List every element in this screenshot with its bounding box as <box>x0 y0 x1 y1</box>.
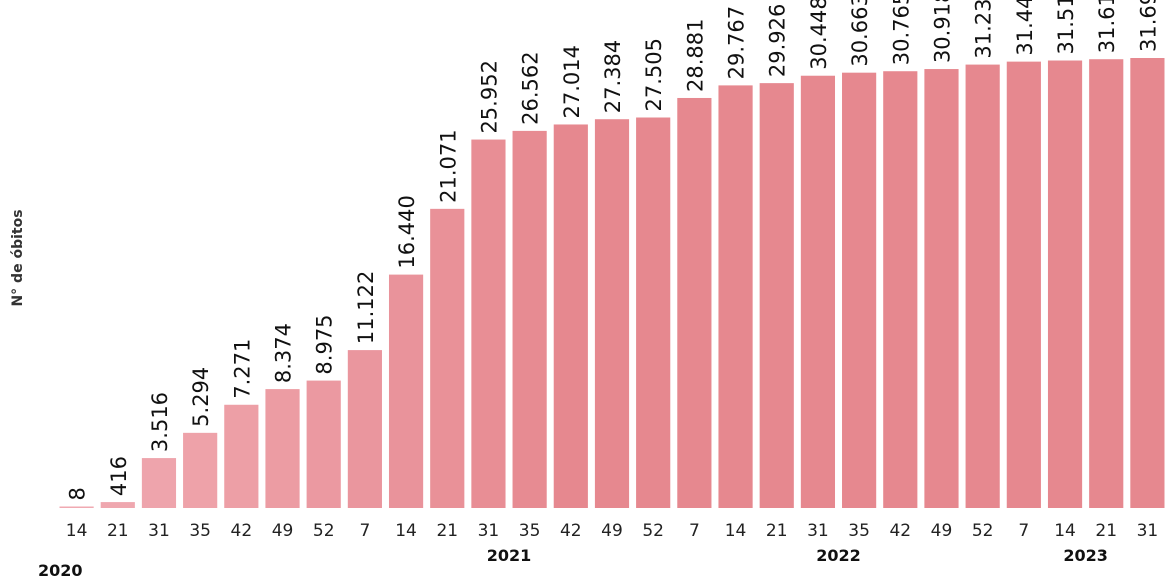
bar <box>636 117 671 508</box>
x-tick-labels-group: 14 21 31 35 42 49 52 7 14 21 31 35 42 49 52 7 14 21 31 35 42… <box>66 521 1158 541</box>
year-label: 2020 <box>38 561 83 580</box>
data-label: 31.232 <box>972 0 996 59</box>
bar <box>1047 60 1083 508</box>
x-tick-label: 21 <box>1095 521 1117 541</box>
x-tick-label: 52 <box>313 521 335 541</box>
x-tick-label: 31 <box>1137 521 1159 541</box>
bar <box>883 71 918 508</box>
data-label: 5.294 <box>189 367 213 427</box>
bar <box>59 506 94 508</box>
bar <box>224 404 259 508</box>
x-tick-label: 49 <box>272 521 294 541</box>
x-tick-label: 42 <box>560 521 582 541</box>
bar <box>1130 58 1165 508</box>
data-label: 27.384 <box>601 40 625 113</box>
data-label: 8.975 <box>313 314 337 374</box>
bar <box>430 208 465 508</box>
year-label: 2021 <box>487 546 532 565</box>
bar <box>388 274 424 508</box>
x-tick-label: 49 <box>931 521 953 541</box>
data-label: 11.122 <box>354 271 378 344</box>
bar <box>594 119 630 508</box>
bar <box>924 69 959 509</box>
x-tick-label: 52 <box>972 521 994 541</box>
value-labels-group: 8 416 3.516 5.294 7.271 8.374 8.975 11.122 16.44… <box>66 0 1161 501</box>
x-tick-label: 14 <box>395 521 417 541</box>
data-label: 30.918 <box>930 0 954 63</box>
y-axis-label: N° de óbitos <box>10 209 26 306</box>
data-label: 30.448 <box>807 0 831 70</box>
data-label: 30.765 <box>889 0 913 65</box>
x-tick-label: 31 <box>148 521 170 541</box>
data-label: 8.374 <box>272 323 296 383</box>
x-tick-label: 14 <box>66 521 88 541</box>
bar <box>718 85 753 508</box>
x-tick-label: 31 <box>478 521 500 541</box>
x-tick-label: 52 <box>642 521 664 541</box>
year-labels-group: 2020 2021 2022 2023 <box>38 546 1108 580</box>
data-label: 29.926 <box>766 4 790 77</box>
data-label: 31.441 <box>1013 0 1037 56</box>
bar <box>842 72 877 509</box>
data-label: 416 <box>107 456 131 496</box>
year-label: 2022 <box>816 546 861 565</box>
bar <box>306 380 341 508</box>
x-tick-label: 7 <box>359 521 370 541</box>
bar <box>471 139 506 509</box>
bars-group <box>59 58 1165 509</box>
bar <box>183 432 218 508</box>
x-tick-label: 21 <box>107 521 129 541</box>
x-tick-label: 35 <box>189 521 211 541</box>
bar <box>965 64 1000 508</box>
data-label: 26.562 <box>519 51 543 124</box>
bar <box>100 502 135 508</box>
x-tick-label: 49 <box>601 521 623 541</box>
x-tick-label: 35 <box>519 521 541 541</box>
x-tick-label: 35 <box>848 521 870 541</box>
data-label: 30.663 <box>848 0 872 67</box>
data-label: 31.610 <box>1095 0 1119 53</box>
data-label: 27.014 <box>560 45 584 118</box>
bar <box>141 458 177 508</box>
bar <box>265 389 300 508</box>
data-label: 28.881 <box>683 18 707 91</box>
bar <box>553 124 588 508</box>
x-tick-label: 7 <box>689 521 700 541</box>
data-label: 29.767 <box>725 6 749 79</box>
x-tick-label: 7 <box>1018 521 1029 541</box>
bar <box>347 350 382 508</box>
data-label: 31.519 <box>1054 0 1078 55</box>
bar <box>677 97 712 508</box>
x-tick-label: 21 <box>436 521 458 541</box>
x-tick-label: 42 <box>889 521 911 541</box>
data-label: 27.505 <box>642 38 666 111</box>
bar <box>1089 59 1124 508</box>
data-label: 8 <box>66 487 90 500</box>
data-label: 25.952 <box>477 60 501 133</box>
bar <box>1006 61 1041 509</box>
data-label: 16.440 <box>395 195 419 268</box>
data-label: 31.696 <box>1136 0 1160 52</box>
x-tick-label: 14 <box>725 521 747 541</box>
data-label: 21.071 <box>436 129 460 202</box>
bar <box>800 75 836 508</box>
x-tick-label: 21 <box>766 521 788 541</box>
data-label: 3.516 <box>148 392 172 452</box>
x-tick-label: 14 <box>1054 521 1076 541</box>
x-tick-label: 42 <box>231 521 253 541</box>
bar <box>759 83 794 508</box>
year-label: 2023 <box>1063 546 1108 565</box>
bar <box>512 130 547 508</box>
x-tick-label: 31 <box>807 521 829 541</box>
data-label: 7.271 <box>230 339 254 399</box>
